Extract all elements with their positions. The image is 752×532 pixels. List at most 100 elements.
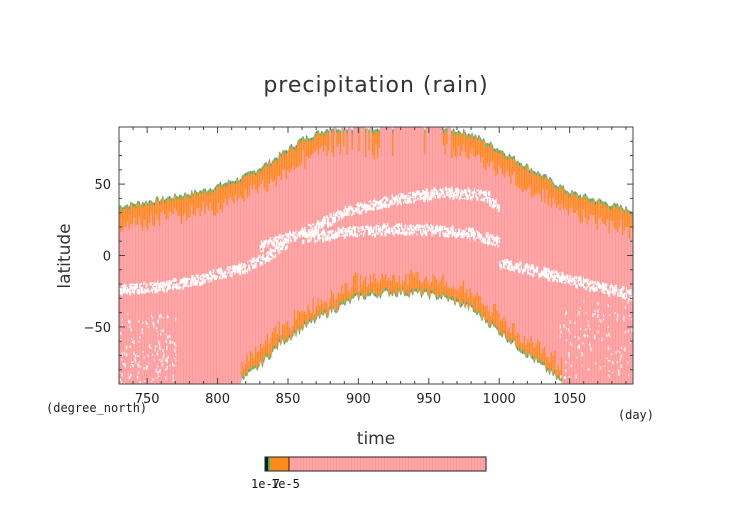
dry-gap-mark — [154, 282, 156, 286]
dry-gap-mark — [198, 281, 201, 286]
dry-gap-mark — [388, 230, 390, 234]
dry-gap-mark — [427, 229, 430, 232]
dry-gap-mark — [609, 285, 611, 290]
dry-gap-mark — [164, 282, 166, 287]
dry-speckle — [167, 355, 169, 359]
dry-gap-mark — [423, 197, 426, 203]
dry-gap-mark — [140, 289, 143, 294]
dry-gap-mark — [187, 284, 190, 288]
dry-gap-mark — [474, 232, 476, 236]
dry-gap-mark — [158, 289, 160, 292]
dry-gap-mark — [401, 193, 404, 197]
dry-gap-mark — [356, 235, 358, 237]
dry-gap-mark — [520, 266, 523, 270]
dry-gap-mark — [354, 231, 356, 236]
dry-gap-mark — [202, 277, 204, 280]
dry-speckle — [152, 354, 154, 357]
dry-gap-mark — [445, 231, 447, 234]
dry-gap-mark — [309, 236, 311, 239]
dry-speckle — [124, 362, 126, 366]
dry-gap-mark — [414, 227, 417, 231]
dry-gap-mark — [355, 235, 357, 237]
dry-gap-mark — [608, 292, 611, 297]
dry-gap-mark — [314, 230, 317, 235]
dry-gap-mark — [371, 207, 374, 210]
dry-gap-mark — [322, 237, 325, 242]
dry-gap-mark — [452, 192, 454, 197]
dry-gap-mark — [197, 275, 199, 279]
dry-gap-mark — [361, 206, 363, 208]
dry-speckle — [127, 373, 129, 375]
dry-gap-mark — [379, 206, 381, 210]
dry-speckle — [606, 334, 608, 337]
dry-gap-mark — [477, 231, 479, 233]
dry-gap-mark — [560, 277, 563, 280]
dry-gap-mark — [439, 189, 442, 192]
dry-speckle — [160, 333, 162, 336]
dry-gap-mark — [206, 277, 208, 279]
dry-gap-mark — [193, 276, 195, 281]
dry-gap-mark — [458, 188, 460, 191]
dry-gap-mark — [368, 205, 371, 210]
dry-gap-mark — [478, 236, 481, 239]
dry-gap-mark — [346, 211, 348, 217]
dry-gap-mark — [603, 285, 605, 290]
dry-gap-mark — [485, 235, 488, 238]
dry-gap-mark — [381, 205, 383, 209]
dry-gap-mark — [347, 208, 349, 211]
dry-gap-mark — [134, 285, 137, 290]
dry-speckle — [131, 363, 133, 366]
dry-gap-mark — [546, 273, 548, 279]
dry-speckle — [124, 364, 126, 368]
dry-gap-mark — [261, 243, 263, 249]
dry-speckle — [128, 376, 130, 380]
dry-speckle — [155, 368, 157, 373]
dry-speckle — [166, 360, 168, 364]
dry-gap-mark — [220, 273, 222, 276]
dry-gap-mark — [129, 283, 130, 289]
dry-gap-mark — [150, 283, 152, 286]
dry-gap-mark — [207, 281, 210, 283]
dry-gap-mark — [176, 283, 178, 287]
dry-gap-mark — [441, 227, 444, 230]
dry-gap-mark — [438, 189, 440, 191]
dry-gap-mark — [273, 249, 276, 253]
dry-gap-mark — [413, 226, 416, 230]
dry-gap-mark — [619, 294, 622, 297]
dry-gap-mark — [389, 201, 391, 206]
dry-gap-mark — [466, 194, 468, 199]
dry-gap-mark — [315, 225, 318, 231]
dry-gap-mark — [149, 282, 151, 285]
dry-gap-mark — [249, 267, 251, 272]
dry-gap-mark — [159, 282, 162, 286]
dry-gap-mark — [212, 274, 215, 278]
dry-gap-mark — [440, 230, 441, 234]
dry-gap-mark — [423, 191, 426, 196]
dry-gap-mark — [456, 191, 459, 195]
dry-gap-mark — [496, 204, 499, 210]
dry-gap-mark — [615, 290, 617, 292]
dry-gap-mark — [451, 195, 453, 197]
dry-gap-mark — [420, 197, 423, 200]
y-tick-label: 0 — [103, 250, 111, 265]
dry-gap-mark — [124, 284, 125, 287]
dry-gap-mark — [340, 212, 344, 214]
dry-gap-mark — [623, 296, 625, 300]
dry-gap-mark — [428, 227, 430, 231]
dry-gap-mark — [346, 233, 349, 237]
dry-gap-mark — [157, 280, 159, 285]
dry-gap-mark — [560, 279, 563, 282]
dry-gap-mark — [304, 231, 306, 236]
dry-gap-mark — [410, 196, 412, 198]
dry-gap-mark — [136, 283, 138, 289]
dry-gap-mark — [510, 266, 512, 271]
dry-gap-mark — [351, 233, 354, 236]
dry-gap-mark — [191, 275, 194, 279]
dry-gap-mark — [305, 234, 308, 239]
dry-gap-mark — [523, 269, 525, 272]
dry-gap-mark — [461, 233, 464, 238]
dry-gap-mark — [247, 261, 249, 263]
dry-gap-mark — [598, 284, 600, 289]
dry-gap-mark — [403, 228, 406, 231]
dry-gap-mark — [447, 193, 449, 197]
